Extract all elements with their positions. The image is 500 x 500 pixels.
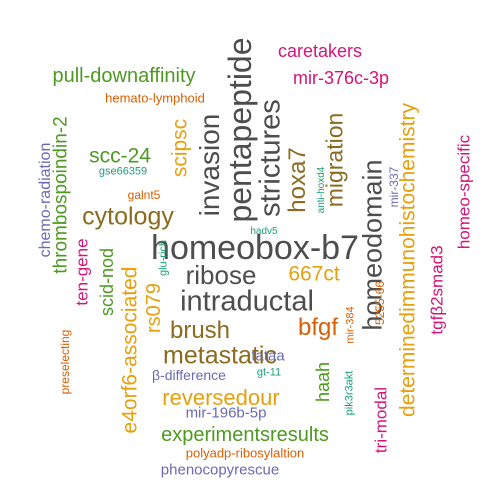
word-phenocopyrescue: phenocopyrescue bbox=[160, 461, 280, 479]
word-determinedimmunohistochemistry: determinedimmunohistochemistry bbox=[396, 103, 420, 417]
word-e4orf6-associated: e4orf6-associated bbox=[118, 266, 142, 434]
word-tataa: tataa bbox=[251, 347, 285, 365]
word-intraductal: intraductal bbox=[180, 285, 314, 318]
word-ten-gene: ten-gene bbox=[72, 238, 92, 306]
word-gt-11: gt-11 bbox=[256, 366, 282, 379]
word-invasion: invasion bbox=[194, 113, 225, 217]
word-hemato-lymphoid: hemato-lymphoid bbox=[105, 90, 205, 106]
word-haah: haah bbox=[313, 361, 333, 403]
word-glu-rich: glu-rich bbox=[157, 239, 170, 277]
word-strictures: strictures bbox=[254, 99, 287, 217]
word-homeobox-b7: homeobox-b7 bbox=[151, 229, 359, 267]
word-caretakers: caretakers bbox=[277, 41, 363, 61]
word-pentapeptide: pentapeptide bbox=[222, 37, 258, 223]
word-scid-nod: scid-nod bbox=[97, 247, 117, 317]
word-scc-24: scc-24 bbox=[89, 144, 151, 168]
word-polyadp-ribosylaltion: polyadp-ribosylaltion bbox=[185, 445, 305, 461]
word-hoxa7: hoxa7 bbox=[284, 147, 311, 213]
word-anti-hoxd4: anti-hoxd4 bbox=[316, 166, 327, 214]
word-tgfβ2smad3: tgfβ2smad3 bbox=[427, 245, 447, 335]
word-preselecting: preselecting bbox=[58, 329, 72, 395]
word-galnt5: galnt5 bbox=[127, 188, 161, 202]
word-homeo-specific: homeo-specific bbox=[454, 134, 474, 250]
word-cytology: cytology bbox=[82, 202, 174, 231]
word-reversedour: reversedour bbox=[162, 385, 280, 410]
word-tri-modal: tri-modal bbox=[371, 386, 391, 454]
word-ribose: ribose bbox=[185, 260, 257, 290]
word-rs079: rs079 bbox=[143, 282, 165, 334]
word-mir-337: mir-337 bbox=[387, 166, 401, 208]
word-brush: brush bbox=[169, 317, 231, 344]
word-bfgf: bfgf bbox=[297, 314, 339, 341]
word-5255-66: 5255-66 bbox=[373, 280, 387, 326]
word-mir-196b-5p: mir-196b-5p bbox=[185, 404, 267, 422]
word-pik3r3akt: pik3r3akt bbox=[343, 370, 356, 416]
word-pull-downaffinity: pull-downaffinity bbox=[52, 65, 196, 87]
word-thrombospoindin-2: thrombospoindin-2 bbox=[50, 116, 72, 274]
word-experimentsresults: experimentsresults bbox=[161, 424, 329, 446]
word-scipsc: scipsc bbox=[168, 118, 192, 178]
word-metastatic: metastatic bbox=[163, 341, 277, 370]
word-mir-376c-3p: mir-376c-3p bbox=[292, 68, 390, 88]
word-mir-384: mir-384 bbox=[344, 306, 357, 344]
word-gse66359: gse66359 bbox=[98, 165, 148, 178]
word-β-difference: β-difference bbox=[152, 367, 226, 383]
word-chemo-radiation: chemo-radiation bbox=[37, 142, 54, 258]
word-hadv5: hadv5 bbox=[250, 226, 278, 237]
word-667ct: 667ct bbox=[288, 262, 340, 286]
